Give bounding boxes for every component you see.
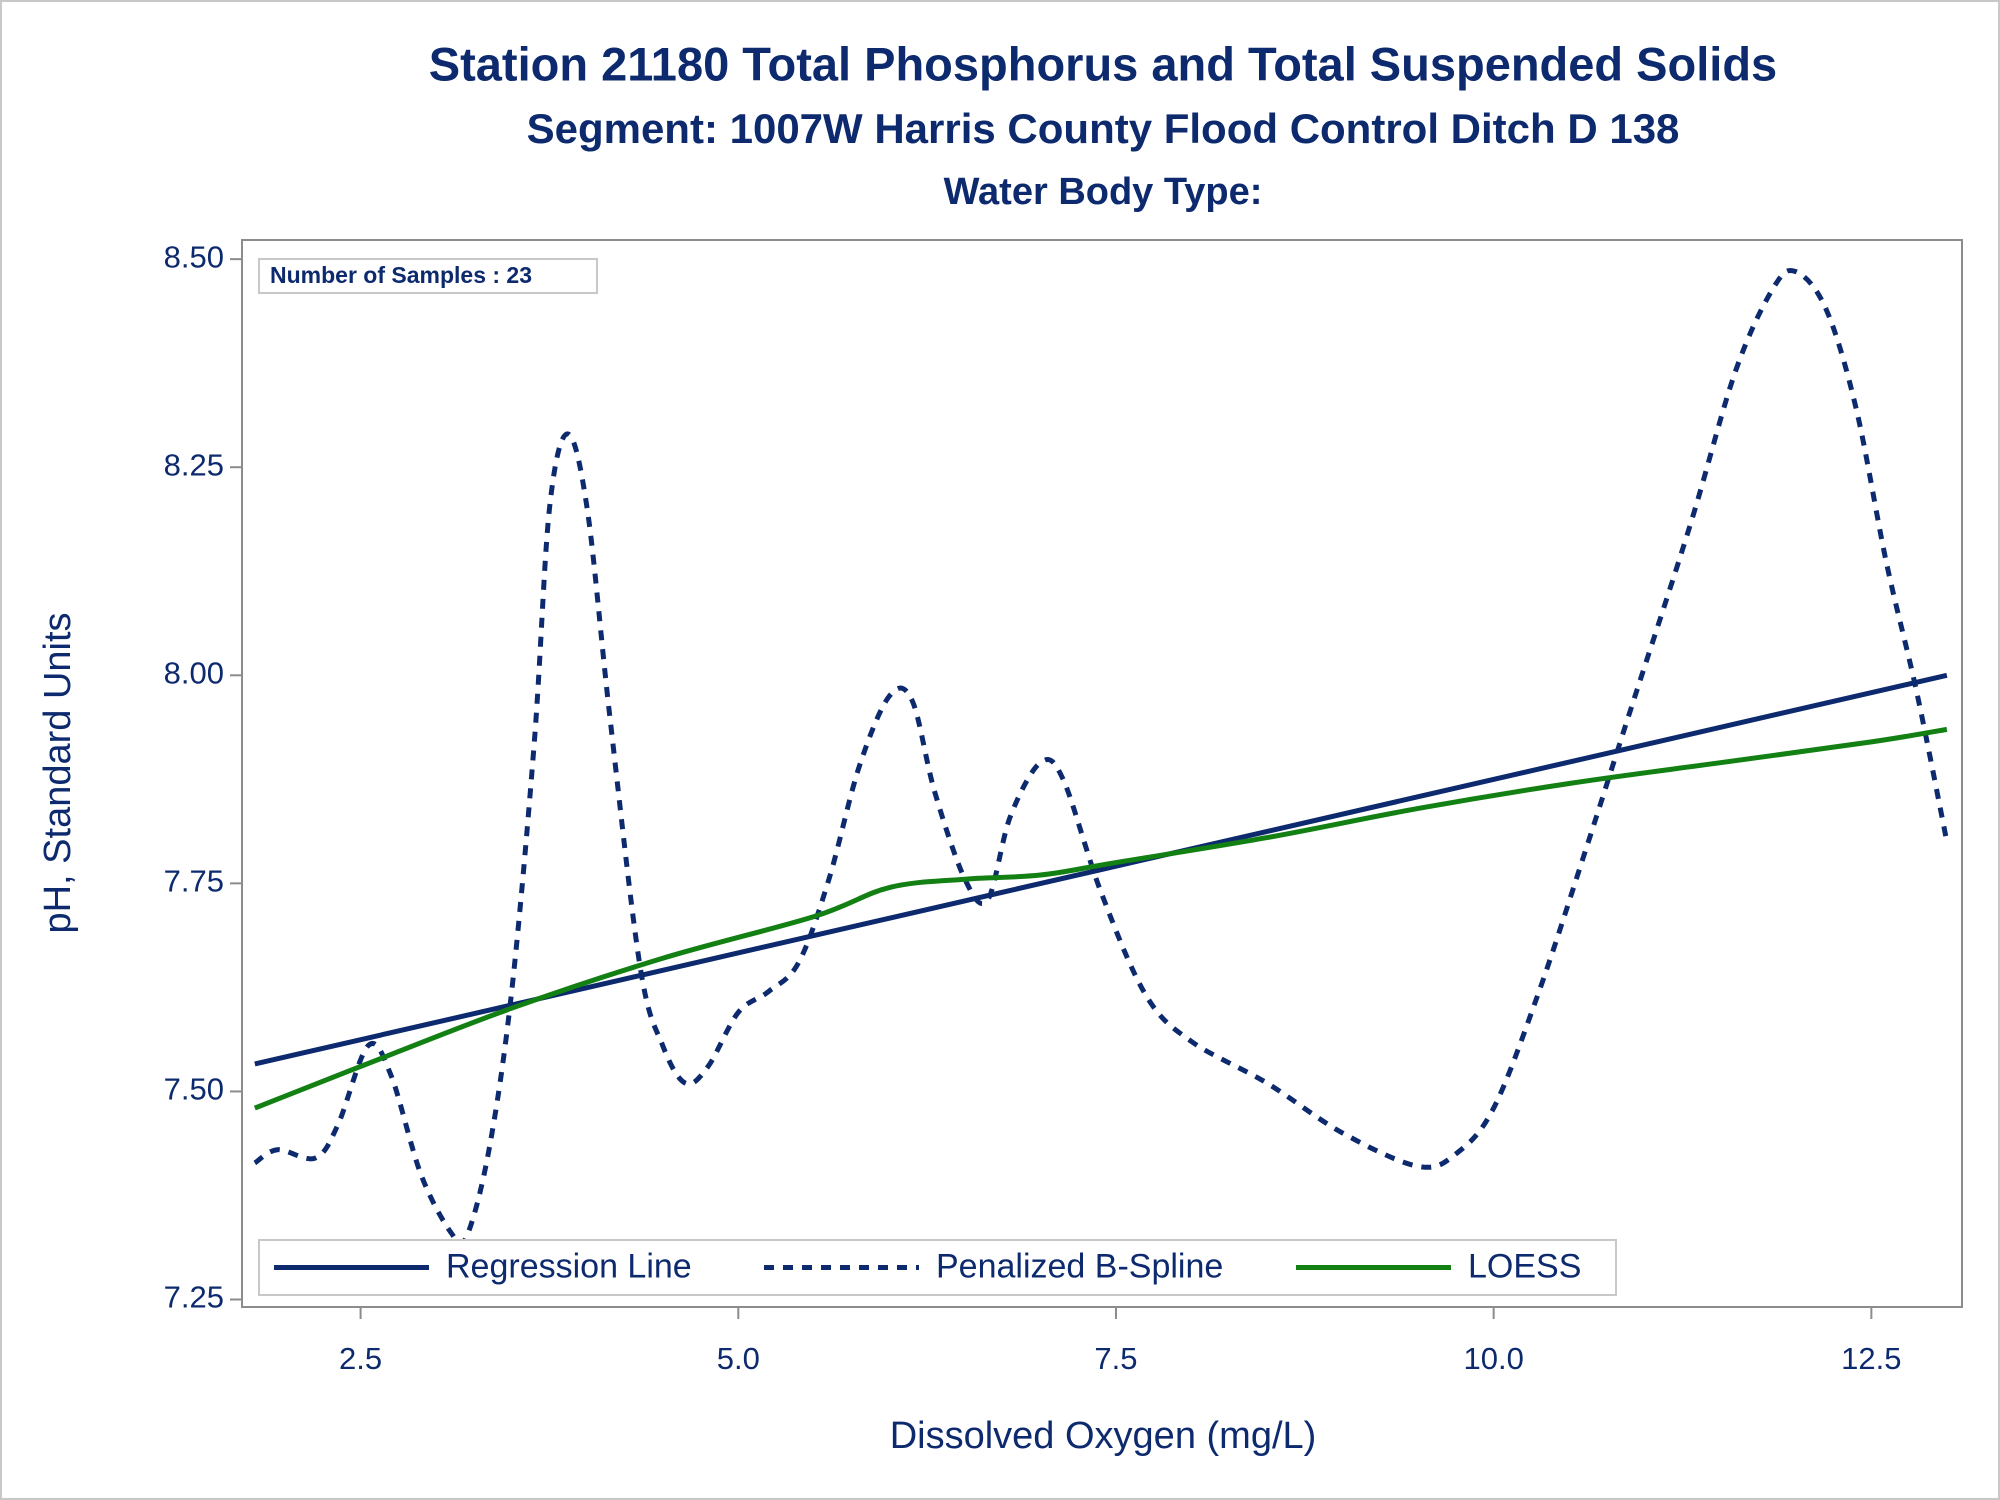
y-tick-label: 7.75 — [164, 864, 224, 899]
line — [254, 672, 1948, 1067]
y-tick-label: 8.50 — [164, 239, 224, 274]
y-tick-label: 8.25 — [164, 447, 224, 482]
legend-label: LOESS — [1468, 1247, 1581, 1285]
y-tick-label: 7.50 — [164, 1072, 224, 1107]
line — [253, 726, 1948, 1111]
x-tick-label: 7.5 — [1094, 1341, 1137, 1376]
plot-area — [241, 239, 1963, 1308]
legend-label: Penalized B-Spline — [936, 1247, 1223, 1285]
chart-subtitle: Water Body Type: — [944, 171, 1263, 213]
line — [253, 267, 1950, 1248]
x-axis-label: Dissolved Oxygen (mg/L) — [890, 1415, 1317, 1457]
x-tick-label: 10.0 — [1463, 1341, 1523, 1376]
chart-subtitle: Segment: 1007W Harris County Flood Contr… — [527, 105, 1680, 152]
x-tick-label: 12.5 — [1841, 1341, 1901, 1376]
x-tick-label: 5.0 — [717, 1341, 760, 1376]
y-tick-label: 7.25 — [164, 1280, 224, 1315]
annotation: Number of Samples : 23 — [270, 262, 532, 288]
y-axis-label: pH, Standard Units — [37, 612, 79, 933]
x-tick-label: 2.5 — [339, 1341, 382, 1376]
chart-title: Station 21180 Total Phosphorus and Total… — [429, 37, 1777, 90]
y-tick-label: 8.00 — [164, 655, 224, 690]
legend-label: Regression Line — [446, 1247, 692, 1285]
annotation-box — [258, 258, 598, 294]
